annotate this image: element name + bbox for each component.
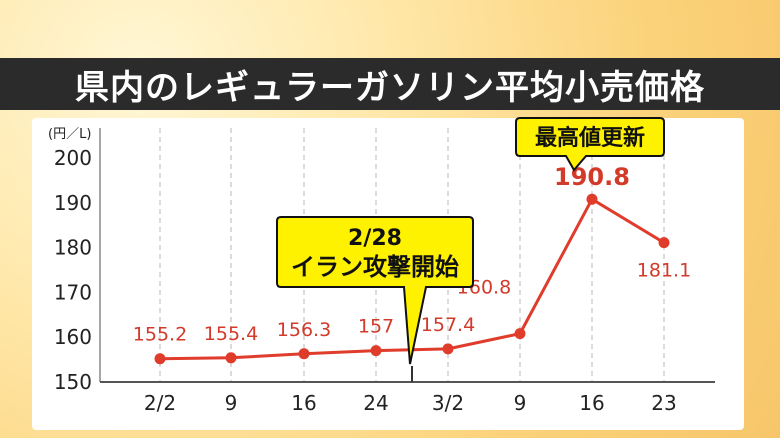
- data-point: [154, 353, 166, 365]
- x-tick-label: 9: [225, 391, 238, 415]
- record-high-callout-text: 最高値更新: [535, 125, 645, 151]
- event-callout-box: [276, 216, 474, 365]
- data-point: [586, 193, 598, 205]
- axes: 150 160 170 180 190 200 (円／L) 2/2 9 16 24 3/2 9 16 23: [48, 127, 715, 415]
- y-tick-label: 170: [54, 280, 92, 304]
- x-tick-label: 23: [651, 391, 676, 415]
- x-tick-label: 16: [291, 391, 316, 415]
- data-label: 157: [358, 316, 394, 338]
- x-tick-label: 9: [514, 391, 527, 415]
- y-tick-label: 180: [54, 236, 92, 260]
- x-tick-label: 24: [363, 391, 388, 415]
- y-tick-label: 200: [54, 146, 92, 170]
- data-point: [370, 345, 382, 357]
- data-label: 190.8: [554, 163, 630, 191]
- data-label: 155.2: [133, 324, 187, 346]
- data-label: 181.1: [637, 260, 691, 282]
- data-label: 156.3: [277, 319, 331, 341]
- data-point: [225, 352, 237, 364]
- y-tick-label: 160: [54, 325, 92, 349]
- record-high-callout-box: [515, 117, 665, 172]
- data-label: 157.4: [421, 314, 475, 336]
- chart-title: 県内のレギュラーガソリン平均小売価格: [0, 58, 780, 110]
- event-callout-date: 2/28: [348, 226, 402, 251]
- y-tick-label: 150: [54, 370, 92, 394]
- x-tick-label: 2/2: [144, 391, 176, 415]
- data-point: [442, 343, 454, 355]
- x-tick-label: 16: [579, 391, 604, 415]
- data-label: 155.4: [204, 323, 258, 345]
- data-point: [658, 237, 670, 249]
- x-tick-label: 3/2: [432, 391, 464, 415]
- y-unit-label: (円／L): [48, 127, 91, 142]
- data-point: [298, 348, 310, 360]
- data-point: [514, 328, 526, 340]
- y-tick-label: 190: [54, 191, 92, 215]
- data-points: [154, 193, 670, 365]
- event-callout-text: イラン攻撃開始: [291, 253, 459, 281]
